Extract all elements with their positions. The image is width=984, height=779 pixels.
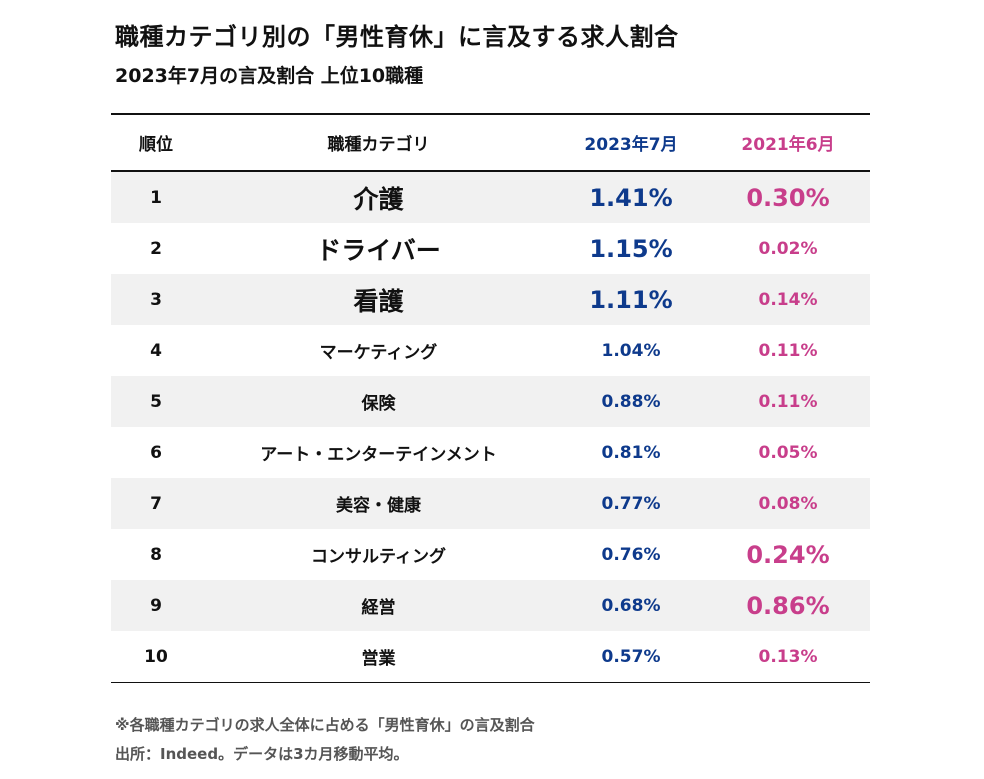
- value-2023-cell: 1.15%: [589, 234, 673, 263]
- rank-cell: 4: [150, 340, 162, 361]
- ranking-table: 順位 職種カテゴリ 2023年7月 2021年6月 1 介護 1.41% 0.3…: [111, 113, 870, 683]
- value-2023-cell: 0.57%: [601, 646, 661, 667]
- value-2021-cell: 0.86%: [746, 591, 830, 620]
- category-cell: 美容・健康: [336, 496, 421, 516]
- rank-cell: 9: [150, 595, 162, 616]
- table-row: 2 ドライバー 1.15% 0.02%: [111, 223, 870, 274]
- table-row: 7 美容・健康 0.77% 0.08%: [111, 478, 870, 529]
- rank-cell: 8: [150, 544, 162, 565]
- table-row: 6 アート・エンターテインメント 0.81% 0.05%: [111, 427, 870, 478]
- category-cell: 経営: [361, 598, 396, 618]
- value-2023-cell: 0.77%: [601, 493, 661, 514]
- header-2021-jun: 2021年6月: [741, 135, 835, 155]
- value-2021-cell: 0.30%: [746, 183, 830, 212]
- value-2021-cell: 0.02%: [758, 238, 818, 259]
- table-bottom-rule: [111, 682, 870, 683]
- value-2023-cell: 1.11%: [589, 285, 673, 314]
- table-row: 8 コンサルティング 0.76% 0.24%: [111, 529, 870, 580]
- rank-cell: 5: [150, 391, 162, 412]
- table-row: 4 マーケティング 1.04% 0.11%: [111, 325, 870, 376]
- rank-cell: 6: [150, 442, 162, 463]
- table-row: 3 看護 1.11% 0.14%: [111, 274, 870, 325]
- category-cell: 保険: [361, 394, 396, 414]
- value-2023-cell: 1.04%: [601, 340, 661, 361]
- value-2023-cell: 1.41%: [589, 183, 673, 212]
- rank-cell: 1: [150, 187, 162, 208]
- category-cell: 介護: [353, 184, 404, 214]
- category-cell: コンサルティング: [311, 547, 446, 567]
- rank-cell: 3: [150, 289, 162, 310]
- chart-subtitle: 2023年7月の言及割合 上位10職種: [115, 65, 424, 87]
- value-2021-cell: 0.11%: [758, 340, 818, 361]
- footnote: ※各職種カテゴリの求人全体に占める「男性育休」の言及割合: [115, 716, 535, 734]
- value-2021-cell: 0.14%: [758, 289, 818, 310]
- value-2021-cell: 0.08%: [758, 493, 818, 514]
- table-row: 9 経営 0.68% 0.86%: [111, 580, 870, 631]
- header-2023-jul: 2023年7月: [584, 135, 678, 155]
- category-cell: 看護: [353, 286, 404, 316]
- value-2023-cell: 0.76%: [601, 544, 661, 565]
- source-note: 出所：Indeed。データは3カ月移動平均。: [115, 745, 409, 763]
- header-rule: [111, 170, 870, 172]
- value-2023-cell: 0.81%: [601, 442, 661, 463]
- chart-title: 職種カテゴリ別の「男性育休」に言及する求人割合: [115, 23, 679, 51]
- category-cell: ドライバー: [316, 235, 441, 265]
- category-cell: アート・エンターテインメント: [260, 445, 497, 465]
- category-cell: マーケティング: [319, 343, 438, 363]
- table-header: 順位 職種カテゴリ 2023年7月 2021年6月: [111, 115, 870, 170]
- value-2021-cell: 0.11%: [758, 391, 818, 412]
- category-cell: 営業: [361, 649, 396, 669]
- table-row: 1 介護 1.41% 0.30%: [111, 172, 870, 223]
- value-2021-cell: 0.05%: [758, 442, 818, 463]
- header-category: 職種カテゴリ: [327, 135, 430, 155]
- rank-cell: 2: [150, 238, 162, 259]
- value-2023-cell: 0.68%: [601, 595, 661, 616]
- table-top-rule: [111, 113, 870, 115]
- value-2023-cell: 0.88%: [601, 391, 661, 412]
- value-2021-cell: 0.13%: [758, 646, 818, 667]
- table-row: 5 保険 0.88% 0.11%: [111, 376, 870, 427]
- table-row: 10 営業 0.57% 0.13%: [111, 631, 870, 682]
- value-2021-cell: 0.24%: [746, 540, 830, 569]
- header-rank: 順位: [139, 135, 173, 155]
- rank-cell: 10: [144, 646, 168, 667]
- rank-cell: 7: [150, 493, 162, 514]
